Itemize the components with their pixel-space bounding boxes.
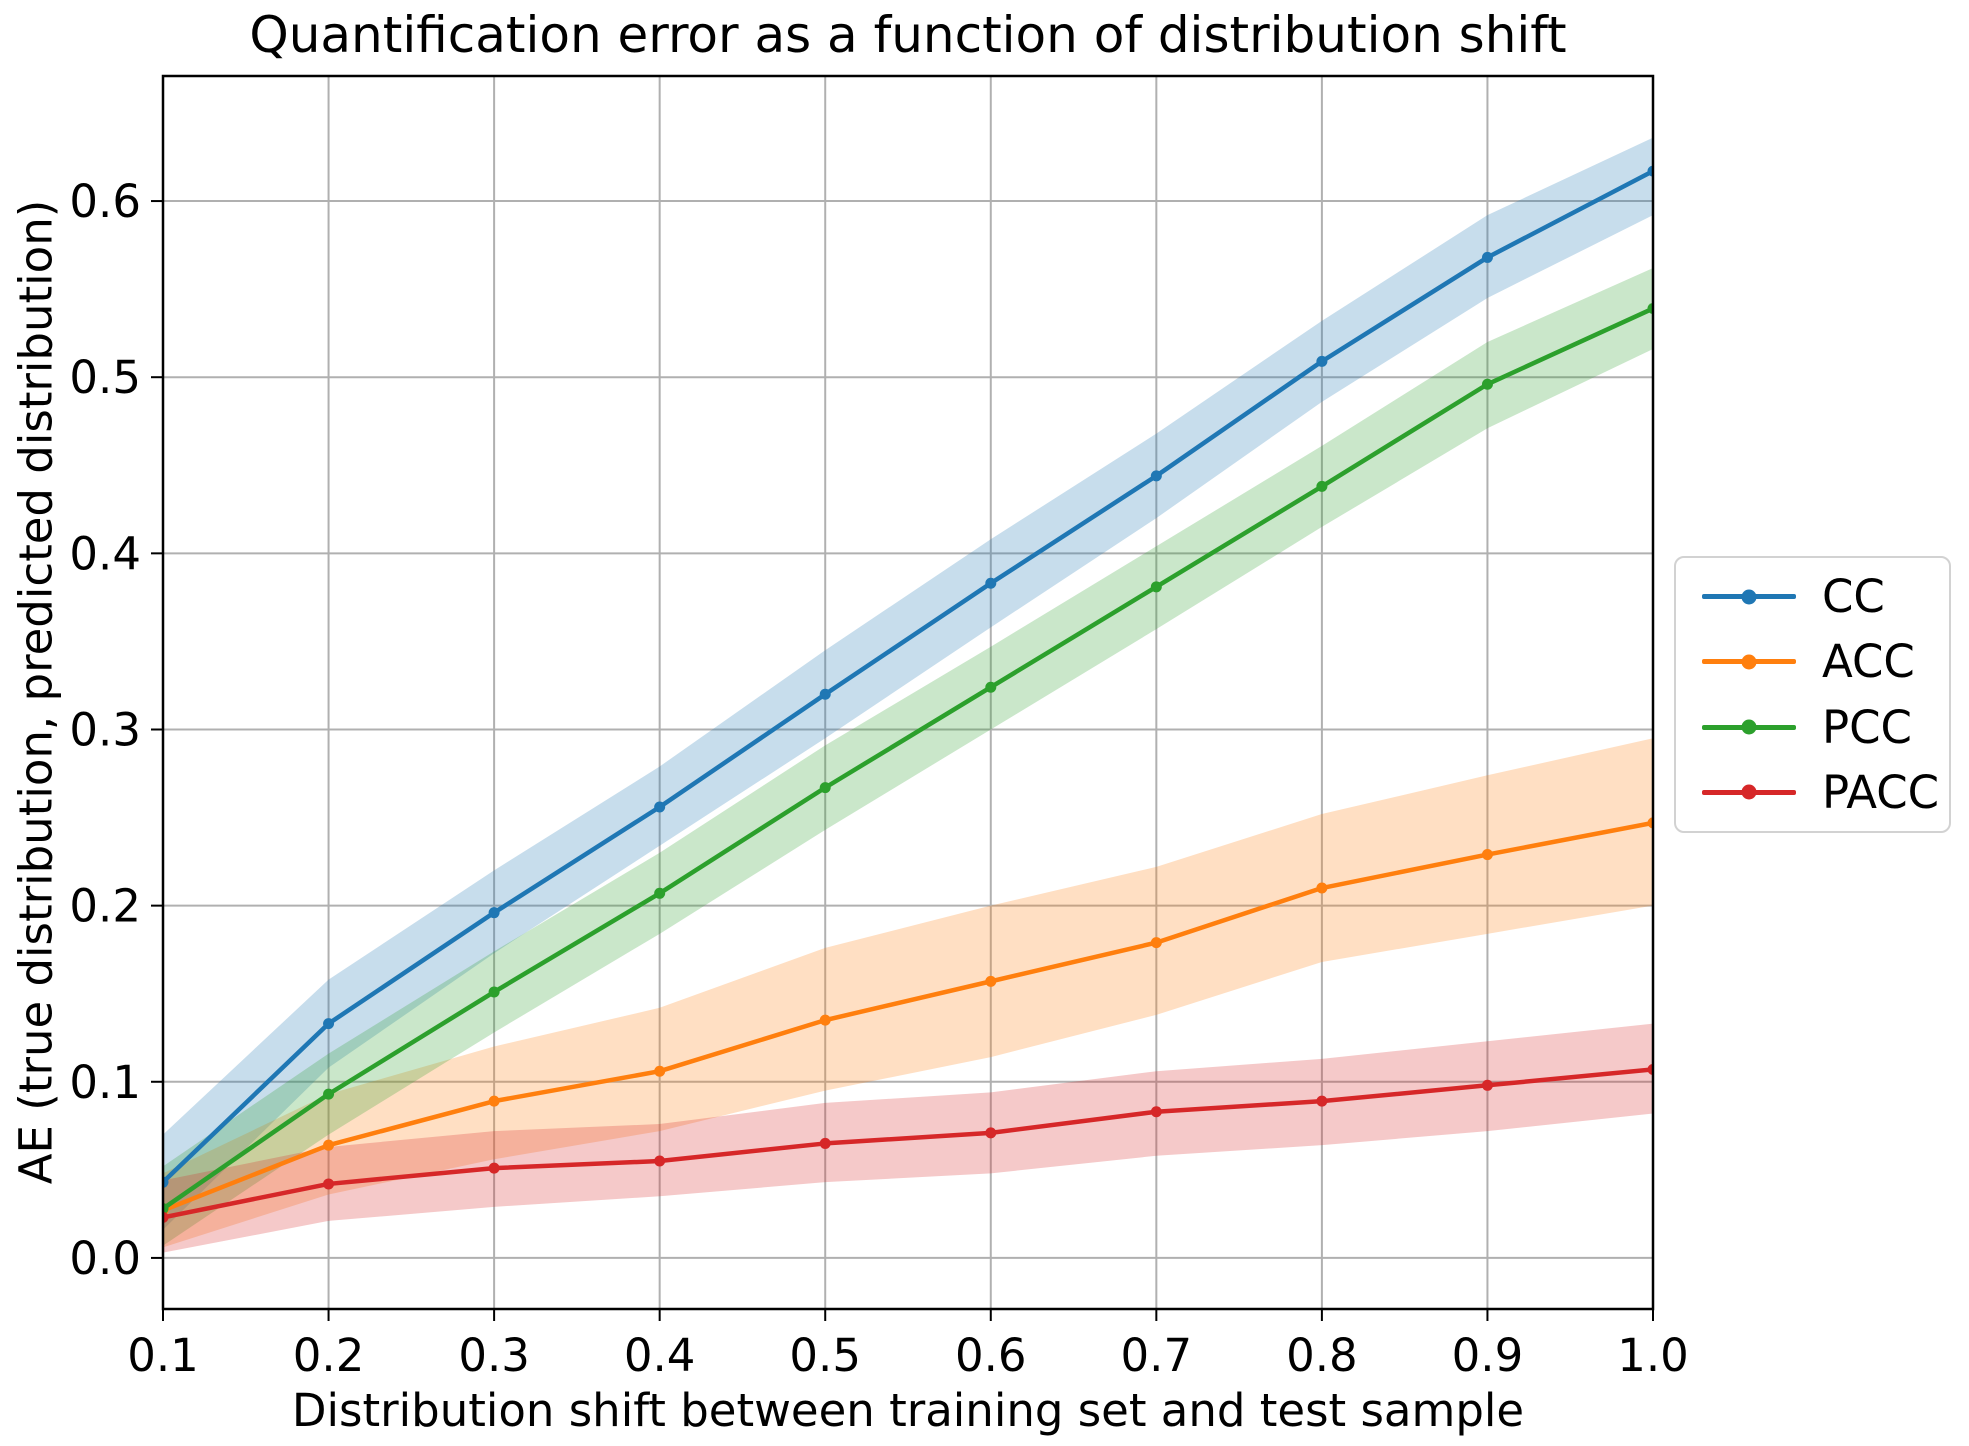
svg-text:0.1: 0.1 [127, 1329, 199, 1382]
svg-text:0.8: 0.8 [1286, 1329, 1358, 1382]
axis-ticks [151, 200, 1654, 1321]
series-band-ACC [163, 738, 1653, 1248]
series-band-CC [163, 137, 1653, 1230]
svg-text:0.5: 0.5 [69, 351, 141, 404]
legend-label: ACC [1822, 635, 1915, 689]
series-lines [163, 165, 1653, 1223]
legend-row: PACC [1702, 770, 1949, 815]
svg-text:0.3: 0.3 [69, 703, 141, 756]
chart-title: Quantification error as a function of di… [249, 6, 1567, 64]
svg-text:0.5: 0.5 [789, 1329, 861, 1382]
legend-line-sample-icon [1702, 654, 1796, 670]
series-line-PCC [163, 306, 1653, 1211]
series-line-ACC [163, 820, 1653, 1213]
svg-text:0.2: 0.2 [69, 880, 141, 933]
legend-marker-icon [1741, 784, 1757, 800]
svg-text:0.7: 0.7 [1121, 1329, 1193, 1382]
series-markers-CC [163, 165, 1653, 1188]
legend-row: PCC [1702, 705, 1949, 750]
svg-text:0.0: 0.0 [69, 1232, 141, 1285]
svg-text:1.0: 1.0 [1617, 1329, 1689, 1382]
svg-text:0.6: 0.6 [955, 1329, 1027, 1382]
legend-line-sample-icon [1702, 719, 1796, 735]
svg-text:0.1: 0.1 [69, 1056, 141, 1109]
legend-marker-icon [1741, 719, 1757, 735]
series-line-PACC [163, 1067, 1653, 1220]
svg-text:0.3: 0.3 [458, 1329, 530, 1382]
legend-label: PCC [1822, 700, 1912, 754]
y-tick-labels: 0.0 0.1 0.2 0.3 0.4 0.5 0.6 [69, 175, 141, 1285]
series-markers-PACC [163, 1063, 1653, 1223]
legend-marker-icon [1741, 589, 1757, 605]
legend-label: CC [1822, 570, 1885, 624]
legend: CC ACC PCC PACC [1674, 556, 1951, 833]
svg-text:0.9: 0.9 [1452, 1329, 1524, 1382]
legend-row: CC [1702, 574, 1949, 619]
legend-row: ACC [1702, 639, 1949, 684]
x-axis-label: Distribution shift between training set … [291, 1384, 1525, 1437]
legend-label: PACC [1822, 765, 1940, 819]
x-tick-labels: 0.1 0.2 0.3 0.4 0.5 0.6 0.7 0.8 0.9 1.0 [127, 1329, 1689, 1382]
series-markers-ACC [163, 817, 1653, 1216]
legend-marker-icon [1741, 654, 1757, 670]
legend-line-sample-icon [1702, 589, 1796, 605]
plot-border [161, 74, 1655, 1311]
series-markers-PCC [163, 303, 1653, 1215]
svg-text:0.4: 0.4 [69, 527, 141, 580]
svg-text:0.4: 0.4 [624, 1329, 696, 1382]
confidence-bands [163, 137, 1653, 1253]
legend-line-sample-icon [1702, 784, 1796, 800]
svg-text:0.6: 0.6 [69, 175, 141, 228]
svg-text:0.2: 0.2 [293, 1329, 365, 1382]
series-line-CC [163, 168, 1653, 1185]
